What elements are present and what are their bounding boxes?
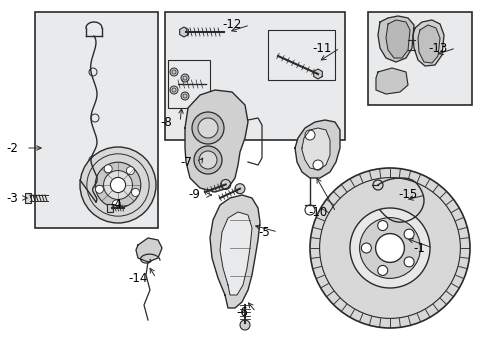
- Polygon shape: [180, 27, 188, 37]
- Circle shape: [96, 185, 103, 193]
- Text: -1: -1: [413, 242, 425, 255]
- Polygon shape: [418, 25, 440, 63]
- Circle shape: [360, 217, 420, 278]
- Circle shape: [198, 118, 218, 138]
- Circle shape: [362, 243, 371, 253]
- Circle shape: [112, 200, 121, 208]
- Bar: [368, 12, 472, 105]
- Text: -3: -3: [6, 192, 18, 204]
- Text: -8: -8: [160, 116, 172, 129]
- Polygon shape: [220, 212, 252, 295]
- Circle shape: [110, 177, 125, 193]
- Circle shape: [103, 171, 132, 199]
- Polygon shape: [378, 16, 414, 62]
- Circle shape: [194, 146, 222, 174]
- Bar: [168, 60, 210, 108]
- Circle shape: [192, 112, 224, 144]
- Circle shape: [376, 234, 404, 262]
- Circle shape: [80, 147, 156, 223]
- Polygon shape: [136, 238, 162, 262]
- Text: -11: -11: [313, 41, 332, 54]
- Circle shape: [126, 167, 134, 175]
- Polygon shape: [185, 90, 248, 192]
- Circle shape: [310, 168, 470, 328]
- Circle shape: [181, 92, 189, 100]
- Text: -15: -15: [399, 189, 418, 202]
- Text: -12: -12: [222, 18, 242, 31]
- Circle shape: [235, 184, 245, 194]
- Circle shape: [104, 165, 112, 173]
- Text: -14: -14: [129, 271, 148, 284]
- Circle shape: [305, 130, 315, 140]
- Circle shape: [181, 74, 189, 82]
- Bar: [165, 12, 345, 140]
- Polygon shape: [295, 120, 340, 178]
- Text: -13: -13: [429, 41, 448, 54]
- Text: -9: -9: [188, 189, 200, 202]
- Circle shape: [350, 208, 430, 288]
- Circle shape: [170, 86, 178, 94]
- Circle shape: [404, 229, 414, 239]
- Circle shape: [95, 162, 141, 208]
- Circle shape: [131, 188, 140, 197]
- Circle shape: [170, 68, 178, 76]
- Circle shape: [240, 320, 250, 330]
- Bar: [107, 204, 113, 212]
- Polygon shape: [413, 20, 444, 66]
- Text: -10: -10: [309, 206, 328, 219]
- Text: -2: -2: [6, 141, 18, 154]
- Polygon shape: [314, 69, 322, 79]
- Circle shape: [404, 257, 414, 267]
- Text: -5: -5: [258, 225, 270, 238]
- Circle shape: [378, 221, 388, 230]
- Circle shape: [220, 180, 231, 189]
- Text: -6: -6: [236, 306, 248, 319]
- Text: -4: -4: [110, 198, 122, 211]
- Polygon shape: [386, 20, 410, 58]
- Text: -7: -7: [180, 156, 192, 168]
- Circle shape: [313, 160, 323, 170]
- Bar: [35, 12, 158, 228]
- Polygon shape: [376, 68, 408, 94]
- Bar: [268, 30, 335, 80]
- Bar: [25, 193, 31, 203]
- Circle shape: [199, 151, 217, 169]
- Polygon shape: [302, 128, 330, 170]
- Circle shape: [378, 265, 388, 275]
- Polygon shape: [210, 195, 260, 308]
